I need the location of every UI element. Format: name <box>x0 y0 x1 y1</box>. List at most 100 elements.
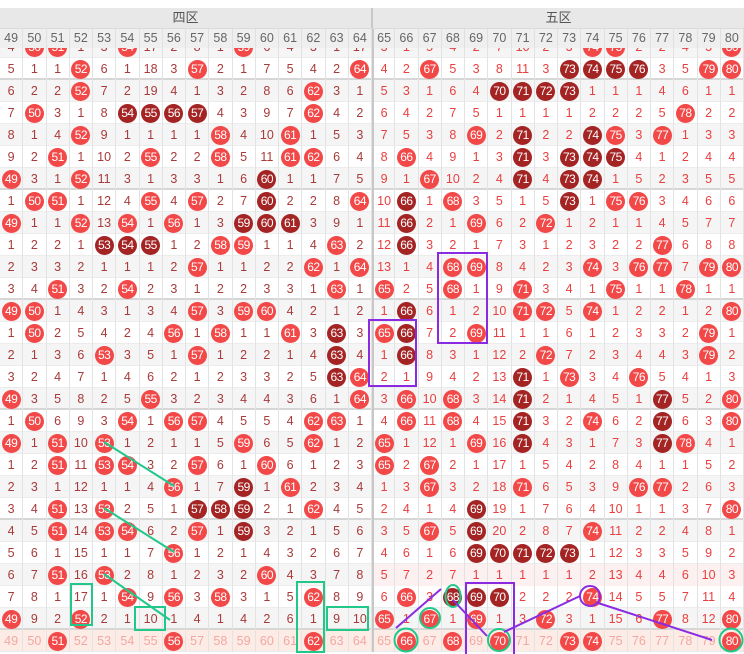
cell-66[interactable]: 66 <box>395 630 419 652</box>
column-number-74[interactable]: 74 <box>581 29 605 48</box>
column-number-58[interactable]: 58 <box>209 29 233 48</box>
hit-ball: 51 <box>48 147 68 167</box>
column-number-64[interactable]: 64 <box>349 29 372 48</box>
draw-row[interactable]: 49 9 2 52 2 1 10 1 4 1 4 2 6 1 9 10 65 1 67 1 69 1 3 72 3 1 15 6 77 8… <box>0 608 744 630</box>
cell-62[interactable]: 62 <box>302 630 326 652</box>
cell-56[interactable]: 56 <box>163 630 186 652</box>
hit-ball: 51 <box>48 455 68 475</box>
column-number-80[interactable]: 80 <box>721 29 744 48</box>
draw-row[interactable]: 3 4 51 13 53 2 5 1 57 58 59 2 1 62 4 5 2 4 1 4 69 19 1 7 6 4 10 1 1 3… <box>0 498 744 520</box>
draw-row[interactable]: 3 4 51 3 2 54 2 3 1 2 2 3 3 1 63 1 65 2 5 68 1 9 71 3 4 1 75 1 1 78 1 1 <box>0 278 744 300</box>
draw-row[interactable]: 49 3 1 52 11 3 1 3 3 1 6 60 1 1 7 5 9 1 67 10 2 4 71 4 73 74 1 5 2 3 5… <box>0 168 744 190</box>
draw-row[interactable]: 6 2 2 52 7 2 19 4 1 3 2 8 6 62 3 1 5 3 1 6 4 70 71 72 73 1 1 1 4 6 1 1 <box>0 80 744 102</box>
column-number-62[interactable]: 62 <box>302 29 326 48</box>
draw-row[interactable]: 2 3 3 2 1 1 1 2 57 1 1 2 2 62 1 64 13 1 4 68 69 8 4 2 3 74 3 76 77 7 7… <box>0 256 744 278</box>
column-number-77[interactable]: 77 <box>651 29 675 48</box>
cell-80[interactable]: 80 <box>721 630 744 652</box>
column-number-53[interactable]: 53 <box>93 29 117 48</box>
column-number-78[interactable]: 78 <box>674 29 698 48</box>
draw-row[interactable]: 1 50 6 9 3 54 1 56 57 4 5 5 4 62 63 1 4 66 11 68 4 15 71 3 2 74 6 2… <box>0 410 744 432</box>
draw-row[interactable]: 3 2 4 7 1 4 6 2 1 2 3 3 2 5 63 64 2 1 9 4 2 13 71 1 73 3 4 76 5 4 1 3 <box>0 366 744 388</box>
draw-row[interactable]: 4 5 51 14 53 54 6 2 57 1 59 3 2 1 5 6 3 5 67 5 69 20 2 8 7 74 11 2 2… <box>0 520 744 542</box>
draw-row[interactable]: 4505113541728159643117315427102374752243… <box>0 48 744 58</box>
column-number-63[interactable]: 63 <box>326 29 349 48</box>
column-number-56[interactable]: 56 <box>163 29 186 48</box>
cell-53[interactable]: 53 <box>93 630 117 652</box>
cell-77[interactable]: 77 <box>651 630 675 652</box>
draw-row[interactable]: 1 50 2 5 4 2 4 56 1 58 1 1 61 3 63 3 65 66 7 2 69 11 1 1 6 1 2 3 3 2 7… <box>0 322 744 344</box>
column-number-68[interactable]: 68 <box>442 29 465 48</box>
cell-72[interactable]: 72 <box>535 630 558 652</box>
draw-row[interactable]: 49 50 1 4 3 1 3 4 57 3 59 60 4 2 1 2 1 66 6 1 2 10 71 72 5 74 1 2 2 1… <box>0 300 744 322</box>
cell-75[interactable]: 75 <box>605 630 628 652</box>
cell-69[interactable]: 69 <box>465 630 489 652</box>
column-number-52[interactable]: 52 <box>70 29 93 48</box>
cell-68[interactable]: 68 <box>442 630 465 652</box>
draw-row[interactable]: 49 1 51 10 53 1 2 1 1 5 59 6 5 62 1 2 65 1 12 1 69 16 71 4 3 1 7 3 7… <box>0 432 744 454</box>
column-number-61[interactable]: 61 <box>279 29 303 48</box>
draw-row[interactable]: 2 1 3 6 53 3 5 1 57 1 2 2 1 4 63 4 1 66 8 3 1 12 2 72 7 2 3 4 4 3 79 2 <box>0 344 744 366</box>
cell-78[interactable]: 78 <box>674 630 698 652</box>
hit-ball: 66 <box>396 147 416 167</box>
draw-row[interactable]: 6 7 51 16 53 2 8 1 2 3 2 60 4 3 7 8 5 7 2 7 1 1 1 1 1 2 13 4 4 6 10 3 <box>0 564 744 586</box>
cell-64[interactable]: 64 <box>349 630 372 652</box>
column-number-59[interactable]: 59 <box>233 29 256 48</box>
cell-65[interactable]: 65 <box>372 630 396 652</box>
column-number-70[interactable]: 70 <box>488 29 512 48</box>
cell-57[interactable]: 57 <box>186 630 210 652</box>
cell-50[interactable]: 50 <box>23 630 47 652</box>
cell-69: 1 <box>465 278 489 300</box>
draw-row[interactable]: 9 2 51 1 10 2 55 2 2 58 5 11 61 62 6 4 8 66 4 9 1 3 71 3 73 74 75 4… <box>0 146 744 168</box>
column-number-73[interactable]: 73 <box>558 29 582 48</box>
cell-60[interactable]: 60 <box>256 630 279 652</box>
cell-74[interactable]: 74 <box>581 630 605 652</box>
cell-63[interactable]: 63 <box>326 630 349 652</box>
cell-79[interactable]: 79 <box>698 630 721 652</box>
draw-row[interactable]: 1 2 51 11 53 54 3 2 57 6 1 60 6 1 2 3 65 2 67 2 1 17 1 5 4 2 8 4 1 1 5… <box>0 454 744 476</box>
column-number-54[interactable]: 54 <box>116 29 140 48</box>
cell-51[interactable]: 51 <box>47 630 70 652</box>
cell-55[interactable]: 55 <box>140 630 163 652</box>
cell-58[interactable]: 58 <box>209 630 233 652</box>
cell-55: 5 <box>140 344 163 366</box>
selection-row[interactable]: 49 50 51 52 53 54 55 56 57 58 59 60 61 62 63 64 65 66 67 68… <box>0 630 744 652</box>
column-number-65[interactable]: 65 <box>372 29 396 48</box>
cell-71[interactable]: 71 <box>512 630 535 652</box>
cell-70[interactable]: 70 <box>488 630 512 652</box>
draw-row[interactable]: 49 1 1 52 13 54 1 56 1 3 59 60 61 3 9 1 11 66 2 1 69 6 2 72 1 2 1 1… <box>0 212 744 234</box>
draw-row[interactable]: 1 2 2 1 53 54 55 1 2 58 59 1 1 4 63 2 12 66 3 2 1 7 3 1 2 3 2 2 77 6 8… <box>0 234 744 256</box>
cell-54[interactable]: 54 <box>116 630 140 652</box>
column-number-55[interactable]: 55 <box>140 29 163 48</box>
trend-grid[interactable]: 4505113541728159643117315427102374752243… <box>0 48 744 654</box>
draw-row[interactable]: 2 3 1 12 1 1 4 56 1 7 59 1 61 2 3 4 1 3 67 3 2 18 71 6 5 3 9 76 77 2 6… <box>0 476 744 498</box>
column-number-76[interactable]: 76 <box>628 29 651 48</box>
column-number-49[interactable]: 49 <box>0 29 24 48</box>
column-number-69[interactable]: 69 <box>465 29 489 48</box>
cell-52[interactable]: 52 <box>70 630 93 652</box>
draw-row[interactable]: 1 50 51 1 12 4 55 4 57 2 7 60 2 2 8 64 10 66 1 68 3 5 1 5 73 1 75 7… <box>0 190 744 212</box>
column-number-50[interactable]: 50 <box>23 29 47 48</box>
column-number-79[interactable]: 79 <box>698 29 721 48</box>
column-number-57[interactable]: 57 <box>186 29 210 48</box>
cell-73[interactable]: 73 <box>558 630 582 652</box>
cell-67[interactable]: 67 <box>419 630 442 652</box>
column-number-51[interactable]: 51 <box>47 29 70 48</box>
cell-61[interactable]: 61 <box>279 630 303 652</box>
column-number-67[interactable]: 67 <box>419 29 442 48</box>
cell-76[interactable]: 76 <box>628 630 651 652</box>
column-number-72[interactable]: 72 <box>535 29 558 48</box>
draw-row[interactable]: 5 1 1 52 6 1 18 3 57 2 1 7 5 4 2 64 4 2 67 5 3 8 11 3 73 74 75 76 3 5… <box>0 58 744 80</box>
column-number-66[interactable]: 66 <box>395 29 419 48</box>
cell-59[interactable]: 59 <box>233 630 256 652</box>
cell-49[interactable]: 49 <box>0 630 24 652</box>
draw-row[interactable]: 7 8 1 17 1 54 9 56 3 58 3 1 5 62 8 9 6 66 3 68 69 70 2 2 2 74 14 5 5… <box>0 586 744 608</box>
draw-row[interactable]: 5 6 1 15 1 1 7 56 1 2 1 4 3 2 6 7 4 6 1 6 69 70 71 72 73 1 12 3 3 5 9 2 <box>0 542 744 564</box>
draw-row[interactable]: 8 1 4 52 9 1 1 1 1 58 4 10 61 1 5 3 7 5 3 8 69 2 71 2 2 74 75 3 77 1 3… <box>0 124 744 146</box>
draw-row[interactable]: 49 3 5 8 2 5 55 3 2 3 4 4 3 6 1 64 3 66 10 68 3 14 71 2 1 4 5 1 77 5 2… <box>0 388 744 410</box>
draw-row[interactable]: 7 50 3 1 8 54 55 56 57 4 3 9 7 62 4 2 6 4 2 7 5 1 1 1 1 2 2 2 5 78 2 2 <box>0 102 744 124</box>
cell-76: 76 <box>628 476 651 498</box>
column-number-60[interactable]: 60 <box>256 29 279 48</box>
cell-65: 5 <box>372 80 396 102</box>
column-number-71[interactable]: 71 <box>512 29 535 48</box>
column-number-75[interactable]: 75 <box>605 29 628 48</box>
